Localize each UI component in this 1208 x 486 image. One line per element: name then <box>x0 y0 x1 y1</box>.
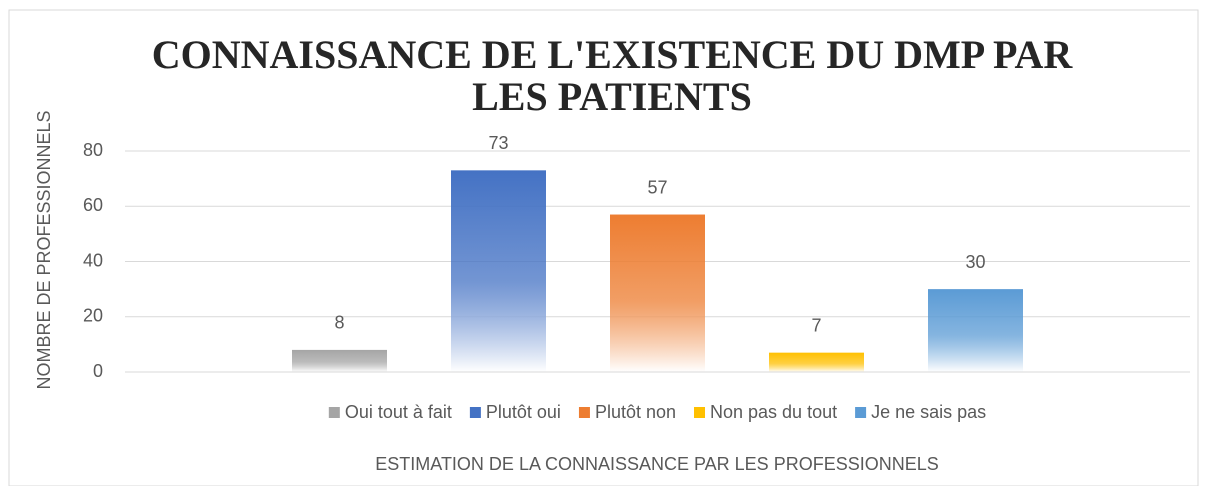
data-label: 57 <box>647 177 667 197</box>
chart-frame <box>8 9 1199 486</box>
y-tick-label: 0 <box>93 361 103 381</box>
data-label: 30 <box>965 252 985 272</box>
bar <box>610 214 705 372</box>
y-tick-label: 80 <box>83 140 103 160</box>
bar <box>451 170 546 372</box>
bar <box>292 349 387 372</box>
legend-swatch <box>578 407 590 418</box>
legend-label: Plutôt oui <box>486 402 561 422</box>
legend-swatch <box>328 407 340 418</box>
y-tick-label: 20 <box>83 306 103 326</box>
bar <box>928 289 1023 372</box>
legend-label: Oui tout à fait <box>345 402 452 422</box>
chart-title: CONNAISSANCE DE L'EXISTENCE DU DMP PAR L… <box>151 32 1073 119</box>
legend-swatch <box>694 407 706 418</box>
y-tick-label: 40 <box>83 250 103 270</box>
data-label: 73 <box>488 133 508 153</box>
x-axis-label: ESTIMATION DE LA CONNAISSANCE PAR LES PR… <box>375 454 938 474</box>
legend-swatch <box>469 407 481 418</box>
legend-label: Non pas du tout <box>710 402 837 422</box>
legend-label: Je ne sais pas <box>871 402 986 422</box>
legend-label: Plutôt non <box>595 402 676 422</box>
data-label: 8 <box>334 313 344 333</box>
y-tick-label: 60 <box>83 195 103 215</box>
y-axis-label: NOMBRE DE PROFESSIONNELS <box>34 110 54 389</box>
legend-swatch <box>855 407 867 418</box>
data-label: 7 <box>811 315 821 335</box>
bar <box>769 352 864 372</box>
